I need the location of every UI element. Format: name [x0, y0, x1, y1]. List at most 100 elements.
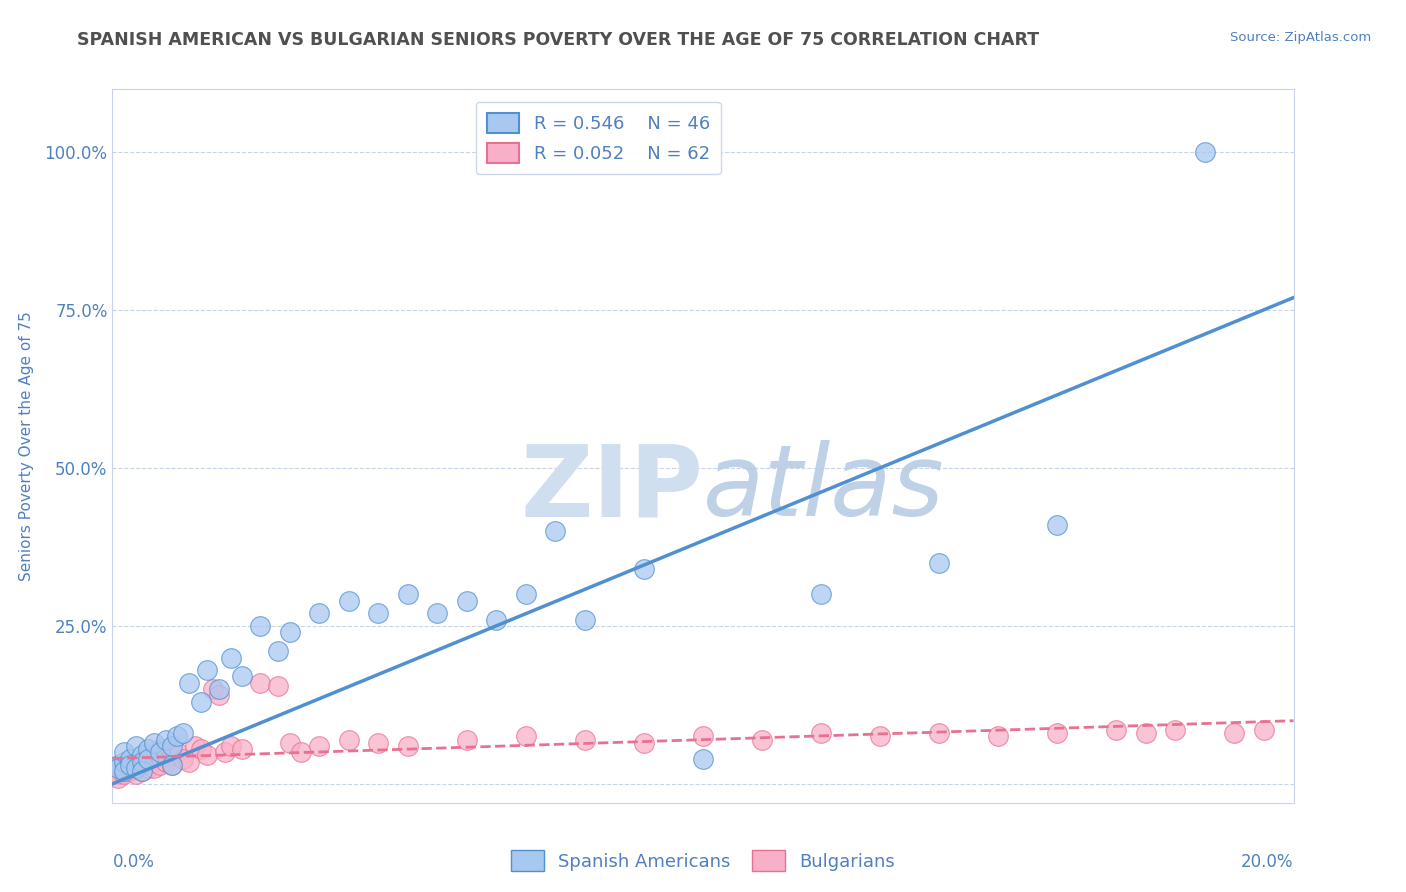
Point: [426, 607, 449, 621]
Point: [456, 732, 478, 747]
Point: [131, 764, 153, 779]
Point: [515, 730, 537, 744]
Point: [172, 726, 194, 740]
Point: [112, 767, 135, 781]
Point: [869, 730, 891, 744]
Point: [190, 695, 212, 709]
Point: [172, 751, 194, 765]
Point: [367, 736, 389, 750]
Point: [1046, 517, 1069, 532]
Point: [249, 619, 271, 633]
Point: [692, 751, 714, 765]
Text: 0.0%: 0.0%: [112, 853, 155, 871]
Point: [120, 764, 142, 779]
Point: [219, 739, 242, 753]
Point: [136, 748, 159, 763]
Point: [201, 682, 224, 697]
Point: [195, 663, 218, 677]
Point: [396, 587, 419, 601]
Point: [142, 751, 165, 765]
Point: [112, 745, 135, 759]
Point: [112, 761, 135, 775]
Point: [112, 755, 135, 769]
Point: [149, 745, 172, 759]
Point: [249, 675, 271, 690]
Point: [131, 751, 153, 765]
Point: [278, 736, 301, 750]
Text: 20.0%: 20.0%: [1241, 853, 1294, 871]
Point: [337, 732, 360, 747]
Legend: R = 0.546    N = 46, R = 0.052    N = 62: R = 0.546 N = 46, R = 0.052 N = 62: [475, 102, 721, 174]
Point: [149, 742, 172, 756]
Point: [125, 761, 148, 775]
Point: [190, 742, 212, 756]
Point: [231, 742, 253, 756]
Point: [810, 587, 832, 601]
Point: [1105, 723, 1128, 738]
Point: [160, 739, 183, 753]
Point: [208, 689, 231, 703]
Point: [633, 736, 655, 750]
Point: [131, 755, 153, 769]
Point: [136, 761, 159, 775]
Point: [928, 556, 950, 570]
Point: [155, 745, 177, 759]
Point: [125, 739, 148, 753]
Point: [160, 758, 183, 772]
Point: [149, 758, 172, 772]
Point: [337, 593, 360, 607]
Point: [214, 745, 236, 759]
Text: SPANISH AMERICAN VS BULGARIAN SENIORS POVERTY OVER THE AGE OF 75 CORRELATION CHA: SPANISH AMERICAN VS BULGARIAN SENIORS PO…: [77, 31, 1039, 49]
Point: [1194, 145, 1216, 160]
Point: [308, 739, 330, 753]
Point: [810, 726, 832, 740]
Y-axis label: Seniors Poverty Over the Age of 75: Seniors Poverty Over the Age of 75: [18, 311, 34, 581]
Text: Source: ZipAtlas.com: Source: ZipAtlas.com: [1230, 31, 1371, 45]
Point: [692, 730, 714, 744]
Point: [120, 758, 142, 772]
Point: [633, 562, 655, 576]
Point: [574, 613, 596, 627]
Point: [107, 758, 129, 772]
Point: [160, 758, 183, 772]
Point: [1046, 726, 1069, 740]
Point: [195, 748, 218, 763]
Text: atlas: atlas: [703, 441, 945, 537]
Point: [155, 755, 177, 769]
Point: [928, 726, 950, 740]
Point: [131, 748, 153, 763]
Point: [267, 644, 290, 658]
Point: [166, 730, 188, 744]
Point: [456, 593, 478, 607]
Point: [308, 607, 330, 621]
Point: [120, 751, 142, 765]
Point: [515, 587, 537, 601]
Point: [160, 748, 183, 763]
Point: [1135, 726, 1157, 740]
Point: [208, 682, 231, 697]
Text: ZIP: ZIP: [520, 441, 703, 537]
Point: [278, 625, 301, 640]
Point: [131, 764, 153, 779]
Point: [125, 755, 148, 769]
Point: [120, 758, 142, 772]
Point: [179, 755, 201, 769]
Point: [136, 751, 159, 765]
Point: [396, 739, 419, 753]
Point: [125, 767, 148, 781]
Point: [142, 736, 165, 750]
Point: [544, 524, 567, 539]
Point: [136, 742, 159, 756]
Point: [107, 764, 129, 779]
Point: [120, 761, 142, 775]
Point: [166, 745, 188, 759]
Point: [751, 732, 773, 747]
Point: [112, 764, 135, 779]
Point: [184, 739, 207, 753]
Point: [125, 761, 148, 775]
Point: [1223, 726, 1246, 740]
Point: [107, 761, 129, 775]
Point: [107, 767, 129, 781]
Point: [131, 758, 153, 772]
Point: [267, 679, 290, 693]
